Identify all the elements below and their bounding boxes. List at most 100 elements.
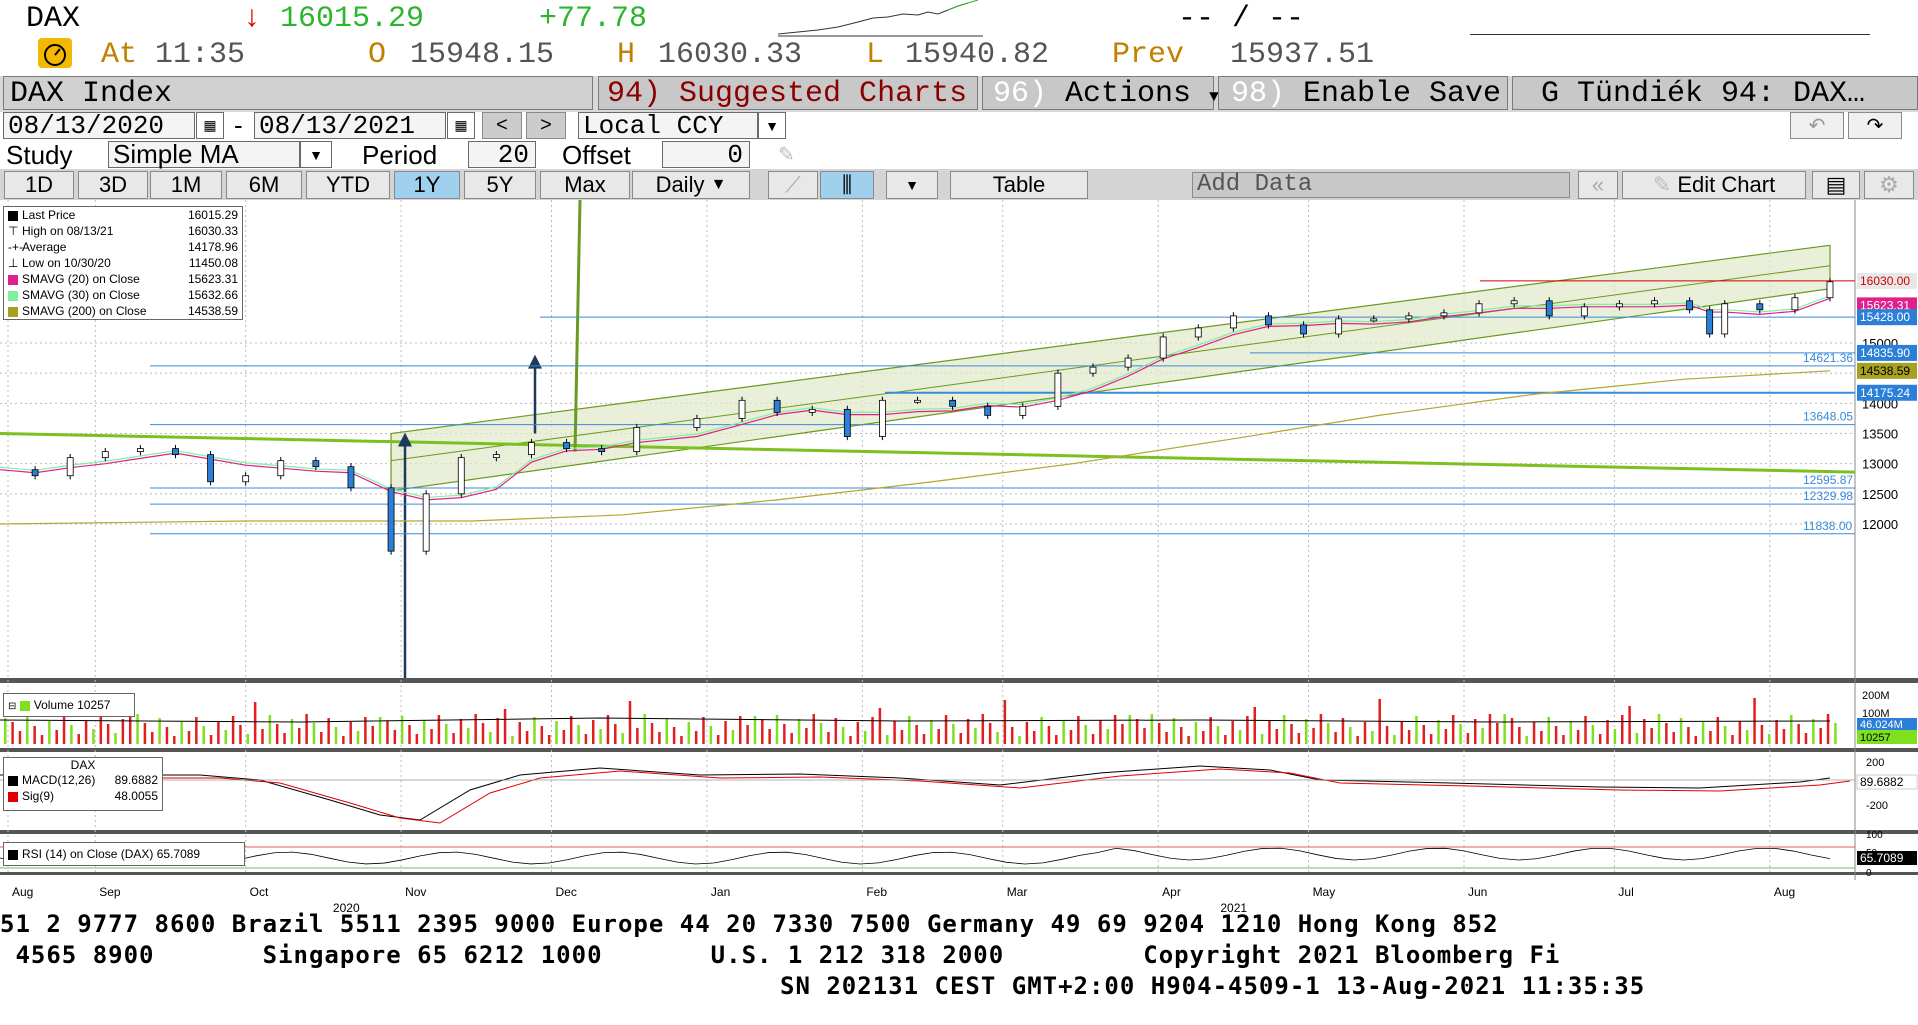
y-tick-label: 12500 bbox=[1862, 487, 1898, 502]
collapse-icon[interactable]: « bbox=[1578, 171, 1618, 199]
volume-bar bbox=[1547, 717, 1550, 744]
actions-button[interactable]: 96) Actions ▼ bbox=[982, 76, 1219, 111]
calendar-icon[interactable]: ▦ bbox=[447, 112, 475, 139]
start-date-field[interactable]: 08/13/2020 bbox=[3, 111, 195, 141]
line-chart-icon[interactable]: ⟋ bbox=[768, 171, 818, 199]
offset-input[interactable]: 0 bbox=[662, 140, 750, 170]
volume-bar bbox=[1304, 719, 1308, 744]
volume-bar bbox=[863, 731, 867, 744]
volume-bar bbox=[1194, 722, 1198, 744]
next-period-button[interactable]: > bbox=[526, 112, 566, 139]
candle bbox=[277, 460, 285, 477]
study-label: Study bbox=[6, 140, 73, 170]
volume-bar bbox=[1150, 714, 1154, 744]
volume-tag-bg bbox=[1857, 730, 1917, 744]
volume-bar bbox=[753, 716, 757, 744]
volume-bar bbox=[650, 723, 654, 744]
volume-bar bbox=[1584, 716, 1587, 744]
volume-bar bbox=[790, 733, 793, 744]
range-button-max[interactable]: Max bbox=[540, 171, 630, 199]
macd-legend-title: DAX bbox=[70, 758, 96, 772]
prev-period-button[interactable]: < bbox=[482, 112, 522, 139]
security-field[interactable]: DAX Index bbox=[3, 76, 593, 111]
volume-bar bbox=[812, 714, 815, 744]
volume-bar bbox=[415, 734, 419, 744]
enable-save-button[interactable]: 98) Enable Save bbox=[1218, 76, 1508, 111]
undo-icon[interactable]: ↶ bbox=[1790, 112, 1844, 139]
volume-bar bbox=[1709, 731, 1712, 744]
volume-bar bbox=[70, 725, 73, 744]
volume-bar bbox=[827, 732, 830, 744]
volume-bar bbox=[628, 701, 632, 744]
level-label: 11838.00 bbox=[1803, 519, 1852, 533]
edit-chart-button[interactable]: ✎ Edit Chart bbox=[1622, 171, 1806, 199]
gear-icon[interactable]: ⚙ bbox=[1864, 171, 1914, 199]
chart-type-dropdown[interactable]: ▼ bbox=[886, 171, 938, 199]
legend-name: High on 08/13/21 bbox=[22, 224, 114, 238]
volume-bar bbox=[77, 734, 80, 744]
volume-bar bbox=[1407, 730, 1411, 744]
arrow-up-icon bbox=[398, 432, 412, 447]
volume-bar bbox=[1400, 721, 1403, 744]
volume-bar bbox=[99, 715, 103, 744]
macd-line bbox=[0, 765, 1831, 821]
volume-bar bbox=[261, 729, 264, 744]
volume-bar bbox=[1121, 724, 1124, 744]
study-select[interactable]: Simple MA bbox=[108, 139, 300, 169]
period-input[interactable]: 20 bbox=[468, 140, 536, 170]
chevron-down-icon[interactable]: ▼ bbox=[300, 141, 332, 168]
chart-settings-icon[interactable]: ▤ bbox=[1812, 171, 1860, 199]
volume-bar bbox=[26, 717, 29, 744]
currency-select[interactable]: Local CCY bbox=[578, 111, 758, 141]
month-label: Aug bbox=[12, 885, 33, 899]
suggested-charts-button[interactable]: 94) Suggested Charts bbox=[598, 76, 978, 111]
end-date-field[interactable]: 08/13/2021 bbox=[254, 111, 446, 141]
volume-bar bbox=[187, 731, 191, 744]
volume-legend: ⊟ Volume 10257 bbox=[3, 693, 135, 717]
volume-bar bbox=[709, 726, 713, 744]
range-button-ytd[interactable]: YTD bbox=[306, 171, 390, 199]
chevron-down-icon[interactable]: ▼ bbox=[758, 112, 786, 139]
volume-bar bbox=[1731, 735, 1734, 744]
volume-bar bbox=[422, 720, 426, 744]
quote-time: 11:35 bbox=[155, 38, 246, 72]
range-button-1y[interactable]: 1Y bbox=[394, 171, 460, 199]
candle bbox=[1229, 315, 1237, 329]
chart-name[interactable]: G Tündiék 94: DAX… bbox=[1512, 76, 1918, 110]
table-button[interactable]: Table bbox=[950, 171, 1088, 199]
speedometer-icon[interactable] bbox=[38, 38, 72, 68]
price-tag-bg bbox=[1857, 362, 1917, 379]
volume-bar bbox=[349, 722, 352, 744]
volume-bar bbox=[569, 716, 573, 744]
candle-chart-icon[interactable]: ⫼ bbox=[820, 171, 874, 199]
level-label: 14621.36 bbox=[1803, 351, 1853, 365]
volume-bar bbox=[1260, 734, 1264, 744]
volume-bar bbox=[1606, 720, 1609, 744]
volume-bar bbox=[1812, 719, 1815, 744]
pencil-icon[interactable]: ✎ bbox=[778, 144, 795, 166]
volume-bar bbox=[996, 732, 999, 744]
volume-bar bbox=[1679, 718, 1683, 744]
volume-bar bbox=[1797, 724, 1800, 744]
volume-bar bbox=[849, 736, 852, 744]
legend-name: SMAVG (200) on Close bbox=[22, 304, 147, 318]
footer-line-2: 4565 8900 Singapore 65 6212 1000 U.S. 1 … bbox=[0, 941, 1561, 969]
calendar-icon[interactable]: ▦ bbox=[196, 112, 224, 139]
range-button-1d[interactable]: 1D bbox=[4, 171, 74, 199]
frequency-select[interactable]: Daily ▼ bbox=[632, 171, 750, 199]
rsi-tick: 100 bbox=[1866, 830, 1883, 841]
range-button-5y[interactable]: 5Y bbox=[464, 171, 536, 199]
range-button-6m[interactable]: 6M bbox=[226, 171, 302, 199]
chart-canvas[interactable]: Aug Sep Oct Nov Dec Jan Feb Mar Apr May Jun Jul Aug 2… bbox=[0, 200, 1918, 930]
range-button-3d[interactable]: 3D bbox=[78, 171, 148, 199]
legend-name: Last Price bbox=[22, 208, 76, 222]
redo-icon[interactable]: ↷ bbox=[1848, 112, 1902, 139]
volume-bar bbox=[1231, 721, 1234, 744]
volume-bar bbox=[805, 728, 808, 744]
month-label: May bbox=[1313, 885, 1336, 899]
enable-label: Enable Save bbox=[1303, 77, 1502, 111]
add-data-input[interactable]: Add Data bbox=[1192, 172, 1570, 198]
volume-bar bbox=[915, 725, 918, 744]
candle bbox=[1265, 315, 1272, 326]
range-button-1m[interactable]: 1M bbox=[150, 171, 222, 199]
